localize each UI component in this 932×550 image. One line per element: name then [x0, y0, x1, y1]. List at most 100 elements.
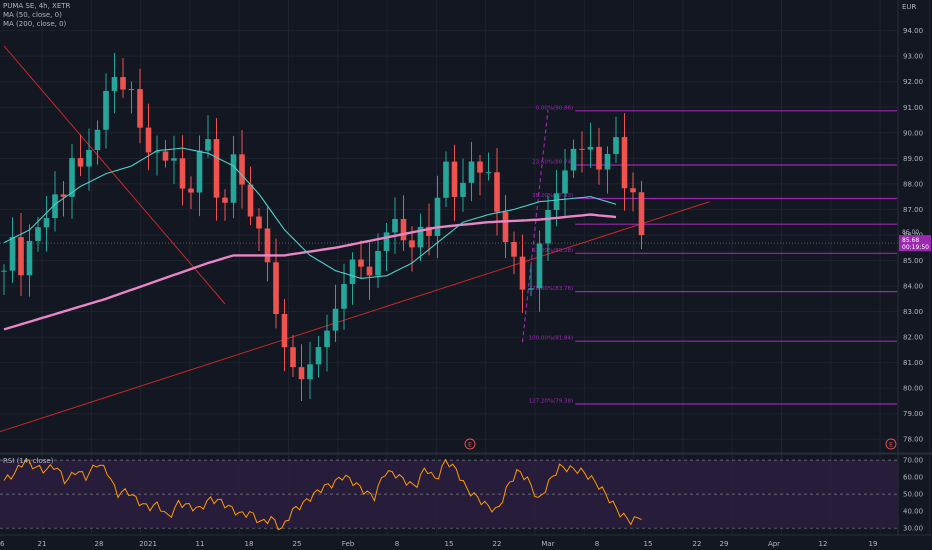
chart-grid	[0, 0, 932, 536]
candle-body	[273, 262, 279, 315]
candle-body	[154, 151, 160, 153]
candle-body	[26, 240, 33, 276]
trendline	[3, 45, 226, 305]
candle-body	[1, 270, 7, 272]
ma50-line	[3, 147, 617, 279]
candle-body	[400, 218, 407, 241]
ma200-line	[3, 213, 617, 331]
time-tick-label: 21	[38, 540, 47, 548]
candle-body	[434, 197, 441, 236]
candle-body	[553, 193, 560, 210]
candle-body	[60, 194, 67, 197]
price-badge-countdown: 00:19:50	[902, 244, 929, 251]
price-tick-label: 94.00	[903, 27, 923, 35]
fib-level-label: 127.20%(79.38)	[529, 398, 574, 404]
rsi-tick-label: 50.00	[903, 491, 923, 499]
time-tick-label: 8	[595, 540, 599, 548]
price-tick-label: 79.00	[903, 410, 923, 418]
ma200-legend[interactable]: MA (200, close, 0)	[3, 20, 67, 28]
symbol-legend[interactable]: PUMA SE, 4h, XETR	[3, 2, 71, 10]
candle-body	[443, 161, 449, 198]
candle-body	[205, 139, 211, 151]
candle-body	[222, 197, 228, 203]
candle-body	[103, 90, 109, 130]
candle-body	[528, 288, 534, 290]
time-tick-label: 2021	[139, 540, 157, 548]
time-tick-label: 15	[445, 540, 454, 548]
candle-body	[468, 161, 475, 183]
trendline	[0, 201, 710, 433]
time-tick-label: Apr	[768, 540, 780, 548]
candle-body	[324, 330, 330, 348]
time-tick-label: 25	[293, 540, 302, 548]
candle-body	[94, 129, 101, 150]
currency-label: EUR	[902, 3, 917, 11]
price-tick-label: 78.00	[903, 436, 923, 444]
candle-body	[587, 146, 594, 150]
price-tick-label: 92.00	[903, 78, 923, 86]
rsi-band	[0, 459, 898, 529]
candle-body	[162, 151, 169, 161]
candle-body	[426, 226, 432, 236]
time-tick-label: 26	[0, 540, 5, 548]
price-tick-label: 93.00	[903, 53, 923, 61]
ma50-legend[interactable]: MA (50, close, 0)	[3, 11, 62, 19]
time-axis: 21 28 2021 11 18 25 Feb 8 15 22 Mar 8 15 22 29 Apr 12 19 2…	[0, 540, 877, 548]
time-tick-label: 8	[395, 540, 399, 548]
candle-body	[264, 228, 271, 263]
candle-body	[230, 154, 237, 203]
price-axis: EUR 94.00 93.00 92.00 91.00 90.00 89.00 88.00 87…	[899, 3, 931, 533]
candle-body	[630, 188, 636, 193]
time-tick-label: Feb	[342, 540, 355, 548]
trendlines	[0, 45, 710, 433]
candle-body	[417, 226, 424, 248]
price-badge-value: 85.68	[902, 237, 919, 244]
candle-body	[477, 161, 483, 173]
rsi-tick-label: 70.00	[903, 457, 923, 465]
price-tick-label: 87.00	[903, 206, 923, 214]
price-tick-label: 85.00	[903, 257, 923, 265]
earnings-event-marker	[464, 438, 476, 450]
price-tick-label: 89.00	[903, 155, 923, 163]
candle-body	[77, 158, 84, 167]
rsi-band-fill	[0, 460, 898, 529]
candle-body	[604, 153, 611, 170]
fib-level-label: 38.20%(87.43)	[532, 193, 573, 199]
candle-body	[638, 192, 645, 236]
price-badge-prev: 86.00	[902, 229, 919, 236]
rsi-legend-label[interactable]: RSI (14, close)	[3, 457, 54, 465]
candle-body	[290, 347, 296, 368]
candle-body	[145, 127, 152, 153]
price-tick-label: 90.00	[903, 129, 923, 137]
price-tick-label: 82.00	[903, 334, 923, 342]
candle-body	[179, 158, 186, 189]
earnings-event-label: E	[889, 442, 893, 449]
moving-averages	[3, 147, 617, 331]
candle-body	[315, 347, 322, 365]
candle-body	[307, 364, 313, 380]
candle-body	[570, 148, 577, 171]
fib-level-label: 0.00%(90.86)	[536, 105, 574, 111]
candle-body	[9, 237, 16, 271]
main-legend: PUMA SE, 4h, XETR MA (50, close, 0) MA (…	[3, 2, 70, 29]
candle-body	[256, 216, 262, 229]
candle-body	[579, 148, 585, 150]
rsi-tick-label: 40.00	[903, 508, 923, 516]
candle-body	[239, 154, 245, 185]
candle-body	[545, 209, 551, 244]
candle-body	[120, 77, 126, 90]
price-tick-label: 91.00	[903, 104, 923, 112]
candlesticks	[1, 52, 645, 402]
rsi-tick-label: 30.00	[903, 525, 923, 533]
earnings-event-label: E	[468, 442, 472, 449]
price-badge	[899, 235, 931, 252]
candle-body	[349, 259, 356, 285]
candle-body	[332, 308, 339, 331]
candle-body	[511, 242, 517, 257]
rsi-tick-label: 60.00	[903, 474, 923, 482]
candle-body	[35, 227, 41, 241]
time-tick-label: 19	[869, 540, 878, 548]
candle-body	[43, 218, 50, 228]
